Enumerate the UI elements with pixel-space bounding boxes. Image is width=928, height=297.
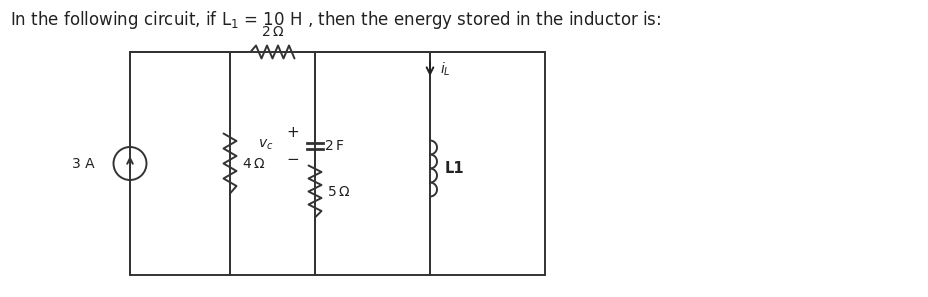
Text: In the following circuit, if $\mathrm{L_1}$ = 10 H , then the energy stored in t: In the following circuit, if $\mathrm{L_… [10, 9, 661, 31]
Text: $v_c$: $v_c$ [257, 137, 273, 152]
Text: $4\,\Omega$: $4\,\Omega$ [241, 157, 264, 170]
Text: $2\,\mathrm{F}$: $2\,\mathrm{F}$ [324, 138, 344, 152]
Text: $5\,\Omega$: $5\,\Omega$ [327, 184, 350, 198]
Text: $-$: $-$ [286, 150, 299, 165]
Text: $i_L$: $i_L$ [440, 60, 450, 78]
Text: 3 A: 3 A [72, 157, 95, 170]
Text: L1: L1 [445, 161, 464, 176]
Text: $2\,\Omega$: $2\,\Omega$ [261, 25, 284, 39]
Text: +: + [287, 125, 299, 140]
